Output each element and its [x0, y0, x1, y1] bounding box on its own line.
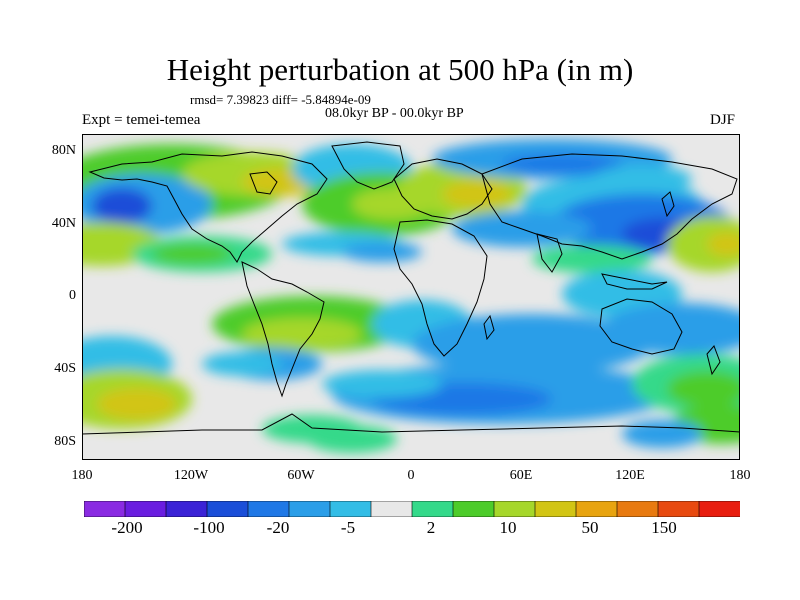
map-frame: [82, 134, 740, 460]
coast-asia: [481, 153, 738, 260]
field-region: [242, 318, 362, 350]
field-region: [442, 180, 512, 208]
field-region: [307, 425, 397, 453]
field-region: [622, 420, 702, 448]
colorbar-swatch: [370, 501, 413, 517]
colorbar-swatch: [698, 501, 740, 517]
map-title: Height perturbation at 500 hPa (in m): [166, 52, 634, 87]
colorbar-label: 50: [581, 518, 599, 537]
lon-tick-120e: 120E: [615, 468, 645, 483]
colorbar-swatch: [247, 501, 290, 517]
lon-tick-120w: 120W: [173, 468, 209, 483]
field-region: [152, 244, 232, 264]
colorbar-swatch: [84, 501, 126, 517]
coast-india: [536, 233, 563, 273]
colorbar-swatch: [616, 501, 659, 517]
field-region: [667, 371, 740, 407]
field-region: [532, 245, 652, 273]
colorbar-swatch: [411, 501, 454, 517]
field-region: [92, 188, 152, 224]
coast-madagascar: [483, 314, 495, 341]
colorbar-swatch: [329, 501, 372, 517]
coastlines: [82, 141, 740, 435]
coast-africa: [393, 219, 488, 357]
field-region: [707, 232, 740, 256]
colorbar-swatch: [206, 501, 249, 517]
lon-tick-180e: 180: [729, 468, 751, 483]
colorbar-swatch: [493, 501, 536, 517]
colorbar-swatch: [452, 501, 495, 517]
rmsd-diff-stats: rmsd= 7.39823 diff= -5.84894e-09: [190, 92, 371, 107]
lon-tick-60e: 60E: [509, 468, 533, 483]
season-label: DJF: [710, 112, 736, 128]
colorbar-label: -100: [193, 518, 225, 537]
lat-tick-40s: 40S: [54, 361, 76, 376]
field-region: [322, 370, 442, 398]
field-region: [592, 165, 692, 193]
lat-tick-80s: 80S: [54, 434, 76, 449]
field-region: [202, 352, 282, 376]
field-region: [502, 154, 622, 174]
colorbar-swatch: [575, 501, 618, 517]
field-region: [667, 216, 740, 272]
coast-antarctica: [82, 413, 740, 435]
colorbar-label: -5: [340, 518, 356, 537]
lon-tick-180w: 180: [71, 468, 93, 483]
colorbar-label: -200: [111, 518, 143, 537]
field-region: [602, 303, 740, 355]
coast-greenland: [331, 141, 405, 190]
field-region: [342, 242, 422, 262]
period-label: 08.0kyr BP - 00.0kyr BP: [325, 106, 464, 121]
field-region: [412, 314, 652, 374]
colorbar-swatch: [657, 501, 700, 517]
colorbar-swatch: [534, 501, 577, 517]
colorbar-label: 2: [426, 518, 436, 537]
colorbar-label: 10: [499, 518, 517, 537]
lat-tick-40n: 40N: [51, 216, 76, 231]
lon-tick-60w: 60W: [287, 468, 315, 483]
colorbar: [84, 501, 740, 517]
colorbar-label: 150: [651, 518, 677, 537]
lon-tick-0: 0: [407, 468, 415, 483]
coast-hudson-bay: [249, 171, 278, 195]
experiment-label: Expt = temei-temea: [82, 112, 201, 128]
colorbar-label: -20: [266, 518, 290, 537]
coast-australia: [599, 298, 683, 355]
colorbar-swatch: [288, 501, 331, 517]
coast-japan: [661, 191, 675, 218]
coast-europe: [393, 158, 493, 220]
coast-indonesia: [601, 273, 668, 290]
coast-south-america: [241, 261, 325, 398]
coast-new-zealand: [706, 345, 721, 376]
coast-north-america: [88, 151, 328, 263]
colorbar-swatch: [165, 501, 208, 517]
lat-tick-0: 0: [69, 288, 76, 303]
lat-tick-80n: 80N: [51, 143, 76, 158]
map-plot: [82, 134, 740, 460]
field-region: [97, 388, 177, 420]
colorbar-swatch: [124, 501, 167, 517]
